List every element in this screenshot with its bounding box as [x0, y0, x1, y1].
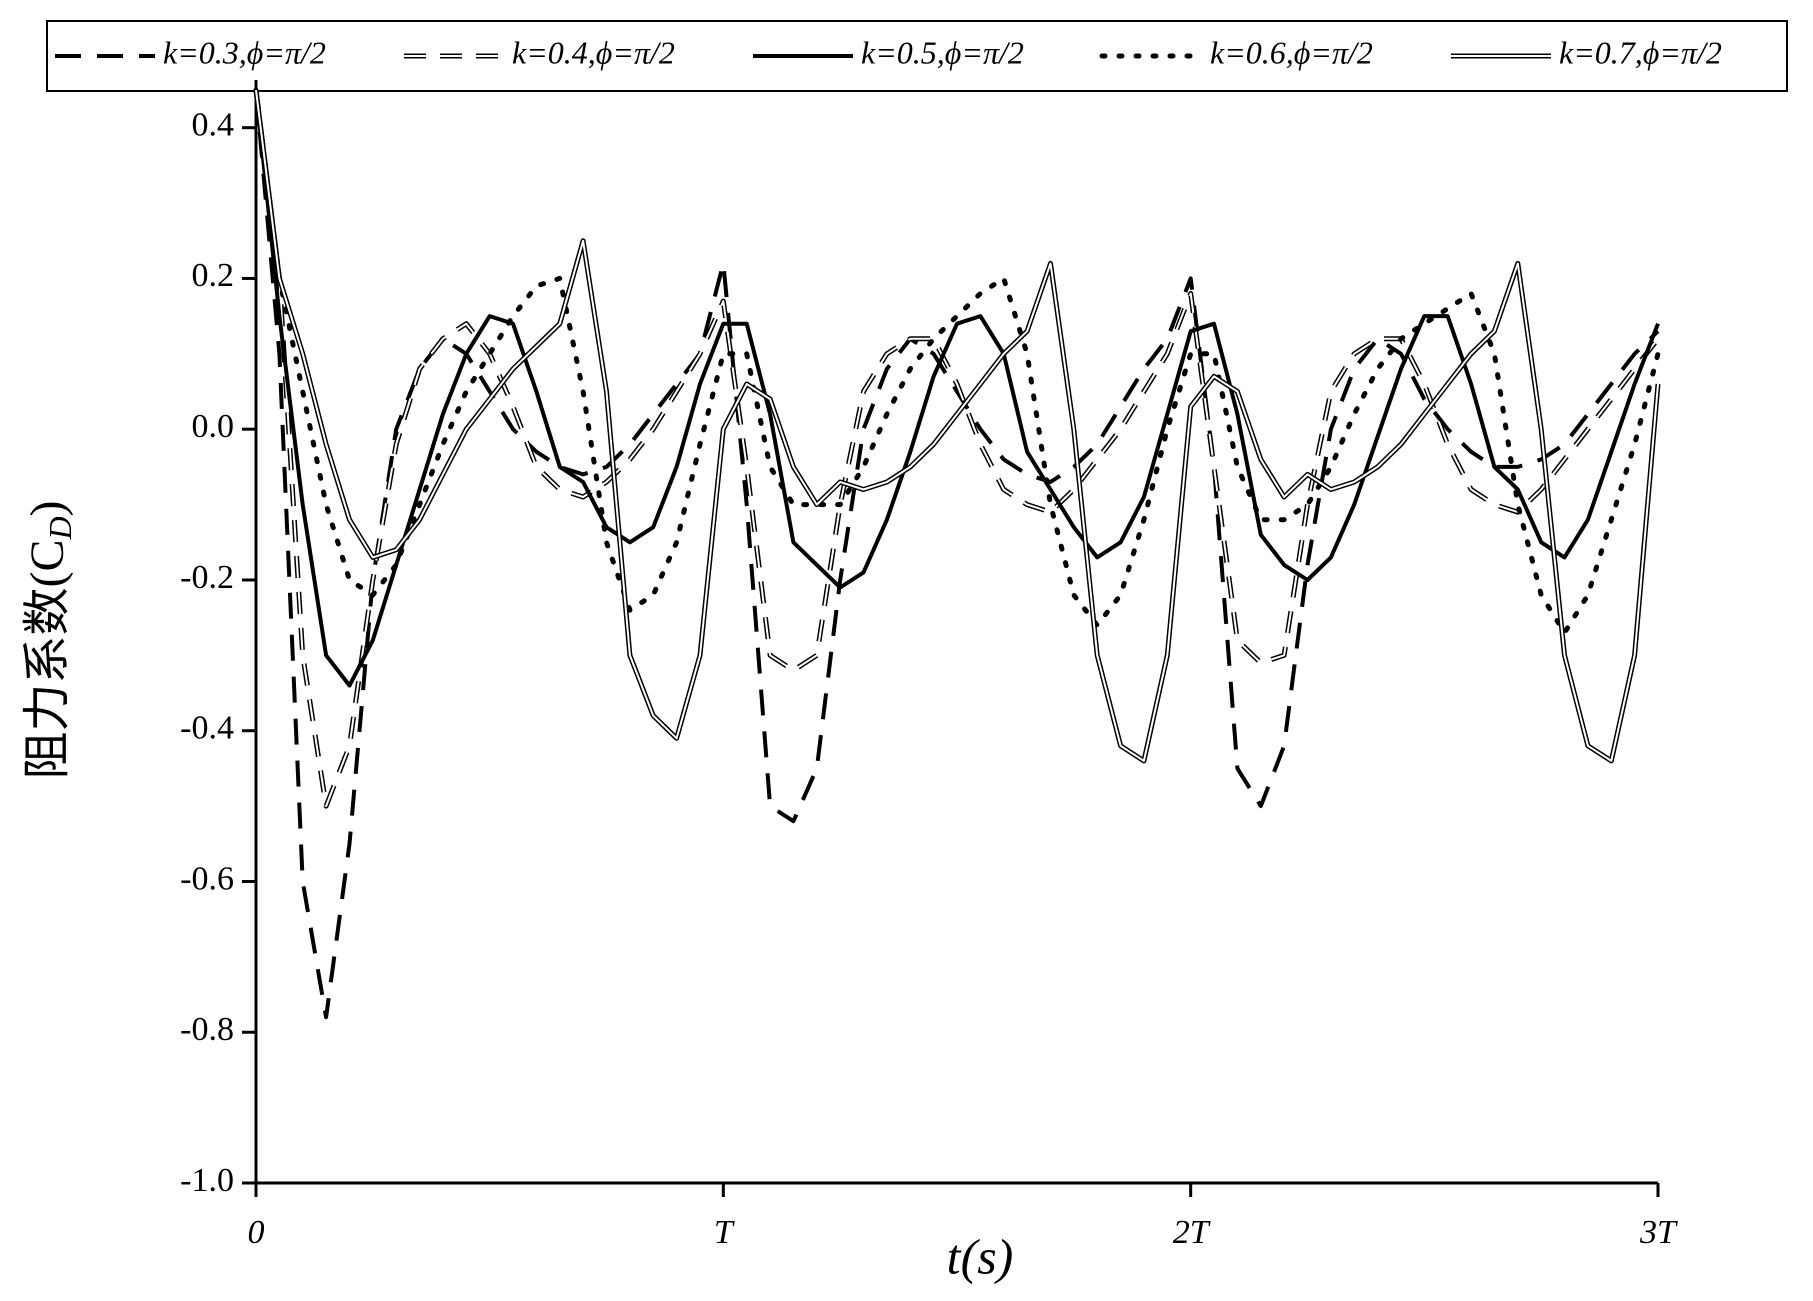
x-tick-label: 0 — [248, 1214, 265, 1251]
series-line — [253, 87, 1661, 636]
legend-label: k=0.3,ϕ=π/2 — [163, 34, 326, 70]
series-line — [253, 89, 1660, 809]
y-tick-label: 0.2 — [192, 257, 235, 294]
y-tick-label: -0.8 — [180, 1011, 234, 1048]
series-line-inner — [255, 89, 1659, 808]
x-axis-label: t(s) — [947, 1228, 1014, 1284]
y-tick-label: -0.4 — [180, 710, 234, 747]
legend-label: k=0.7,ϕ=π/2 — [1559, 34, 1722, 70]
y-axis-label-sub: D — [42, 516, 78, 540]
x-tick-label: 2T — [1173, 1214, 1211, 1251]
y-tick-label: 0.0 — [192, 408, 235, 445]
y-axis-label: 阻力系数(CD) — [21, 500, 78, 779]
legend-label: k=0.6,ϕ=π/2 — [1210, 34, 1373, 70]
y-tick-label: -1.0 — [180, 1162, 234, 1199]
y-axis-label-main: 阻力系数(C — [21, 540, 74, 780]
series-line — [254, 89, 1660, 688]
legend-label: k=0.4,ϕ=π/2 — [512, 34, 675, 70]
x-tick-label: 3T — [1639, 1214, 1678, 1251]
y-tick-label: -0.6 — [180, 860, 234, 897]
y-axis-label-close: ) — [21, 500, 74, 516]
y-tick-label: -0.2 — [180, 559, 234, 596]
series-line — [253, 89, 1661, 764]
x-tick-label: T — [714, 1214, 735, 1251]
y-tick-label: 0.4 — [192, 106, 235, 143]
series-line-inner — [255, 89, 1659, 762]
series-line — [254, 89, 1660, 1020]
legend-label: k=0.5,ϕ=π/2 — [861, 34, 1024, 70]
